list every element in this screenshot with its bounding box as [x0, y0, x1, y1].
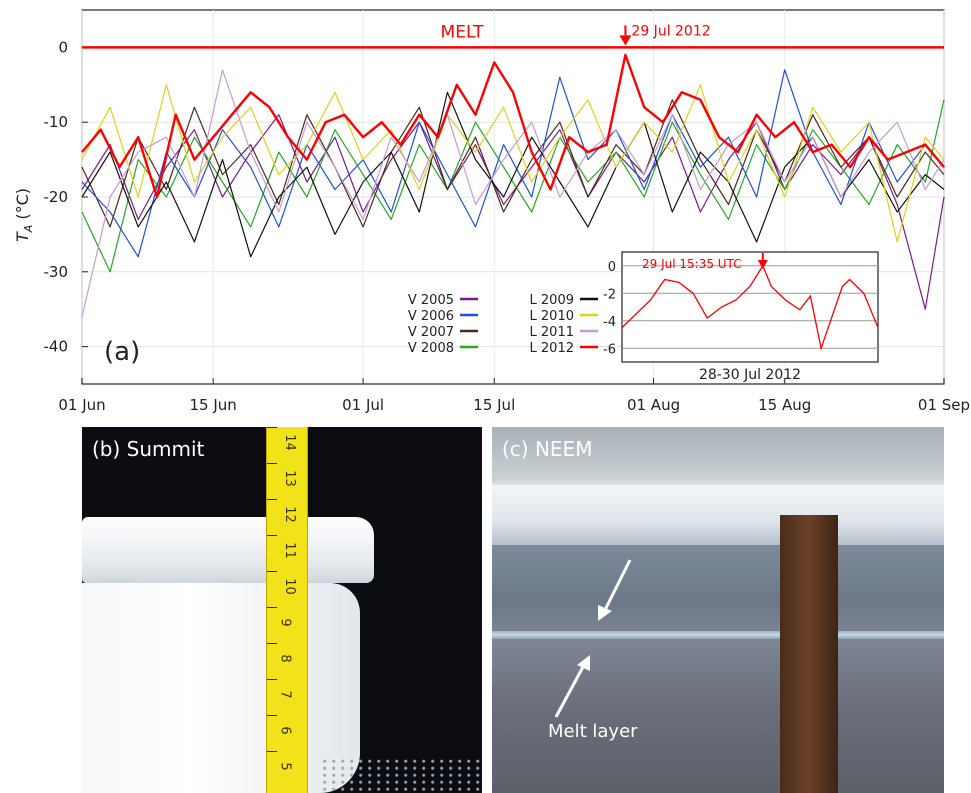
y-axis-ticks: 0 -10 -20 -30 -40	[44, 38, 88, 356]
inset-chart: 0 -2 -4 -6 29 Jul 15:35 UTC 28-30 Jul 2012	[603, 251, 879, 383]
inset-y-tick-label: 0	[608, 260, 616, 275]
photo-neem: (c) NEEM Melt layer	[492, 427, 944, 793]
annotation-arrow	[619, 35, 632, 46]
photo-summit: 14 13 12 11 10 9 8 7 6 5 (b) Summit	[82, 427, 482, 793]
snow-block-bottom	[82, 583, 360, 793]
wooden-ruler	[780, 515, 838, 793]
melt-layer-label: Melt layer	[548, 721, 638, 742]
legend-label: V 2006	[408, 309, 454, 324]
ruler-tick	[267, 499, 277, 500]
series-lines	[81, 53, 945, 317]
inset-y-tick-label: -2	[603, 287, 616, 302]
y-tick-label: -10	[44, 113, 69, 131]
ruler-mark-label: 9	[277, 618, 293, 627]
x-tick-label: 01 Jun	[58, 396, 105, 414]
x-axis-ticks: 01 Jun 15 Jun 01 Jul 15 Jul 01 Aug 15 Aug 01 S…	[58, 378, 970, 414]
ruler-tick	[267, 643, 277, 644]
x-tick-label: 15 Jul	[473, 396, 515, 414]
inset-title: 28-30 Jul 2012	[699, 367, 801, 383]
inset-y-ticks: 0 -2 -4 -6	[603, 260, 616, 358]
series-line-v-2007	[81, 99, 945, 228]
legend-label: V 2008	[408, 341, 454, 356]
snow-sparkle	[322, 757, 482, 793]
ruler-tick	[267, 607, 277, 608]
melt-reference: MELT 29 Jul 2012	[82, 22, 944, 49]
legend-label: V 2007	[408, 325, 454, 340]
ruler-mark-label: 7	[277, 690, 293, 699]
ruler-mark-label: 6	[277, 726, 293, 735]
inset-y-tick-label: -4	[603, 315, 616, 330]
y-tick-label: 0	[58, 38, 68, 56]
legend-label: L 2011	[530, 325, 574, 340]
ruler-tick	[267, 463, 277, 464]
temperature-chart: 0-10-20-30-40 01 Jun 15 Jun 01 Jul 15 Jul 01…	[13, 9, 970, 414]
y-tick-label: -30	[44, 263, 69, 281]
ruler-mark-label: 5	[277, 762, 293, 771]
inset-annotation-arrow	[757, 253, 768, 269]
panel-label-a: (a)	[104, 337, 140, 367]
series-line-v-2008	[81, 99, 945, 273]
legend-label: L 2010	[530, 309, 574, 324]
photo-label-summit: (b) Summit	[92, 437, 205, 461]
y-axis-label-main: T	[13, 231, 32, 242]
melt-layer-arrows	[554, 559, 632, 718]
ruler-mark-label: 14	[281, 434, 297, 451]
ruler-mark-label: 13	[281, 470, 297, 487]
snow-surface	[492, 485, 944, 545]
inset-gridlines	[622, 265, 878, 349]
ruler-mark-label: 10	[281, 578, 297, 595]
melt-label: MELT	[441, 22, 485, 42]
annotation-label: 29 Jul 2012	[631, 23, 710, 39]
photo-label-neem: (c) NEEM	[502, 437, 593, 461]
ruler-tick	[267, 427, 277, 428]
legend-label: L 2012	[530, 341, 574, 356]
ruler-tick	[267, 535, 277, 536]
series-line-l-2009	[81, 91, 945, 258]
inset-y-tick-label: -6	[603, 342, 616, 357]
ruler-mark-label: 8	[277, 654, 293, 663]
ruler-tape: 14 13 12 11 10 9 8 7 6 5	[266, 427, 308, 793]
snow-block-top	[82, 517, 374, 583]
y-axis-label-sub: A	[22, 225, 35, 234]
legend-label: L 2009	[530, 293, 574, 308]
ruler-tick	[267, 715, 277, 716]
x-tick-label: 15 Jun	[190, 396, 237, 414]
inset-annotation: 29 Jul 15:35 UTC	[642, 257, 742, 271]
ruler-mark-label: 11	[281, 542, 297, 559]
ruler-marks: 14 13 12 11 10 9 8 7 6 5	[267, 427, 307, 793]
legend-label: V 2005	[408, 293, 454, 308]
ruler-tick	[267, 751, 277, 752]
ruler-mark-label: 12	[281, 506, 297, 523]
series-line-v-2006	[81, 69, 945, 258]
ruler-tick	[267, 571, 277, 572]
series-line-l-2010	[81, 84, 945, 243]
y-axis-label-unit: (°C)	[13, 188, 32, 225]
y-tick-label: -20	[44, 188, 69, 206]
melt-layer-band	[492, 631, 944, 639]
x-tick-label: 01 Jul	[342, 396, 384, 414]
series-line-l-2012	[81, 53, 945, 199]
y-axis-label: TA (°C)	[13, 188, 35, 242]
y-tick-label: -40	[44, 338, 69, 356]
x-tick-label: 15 Aug	[758, 396, 811, 414]
x-tick-label: 01 Sep	[918, 396, 970, 414]
ruler-tick	[267, 679, 277, 680]
x-tick-label: 01 Aug	[627, 396, 680, 414]
